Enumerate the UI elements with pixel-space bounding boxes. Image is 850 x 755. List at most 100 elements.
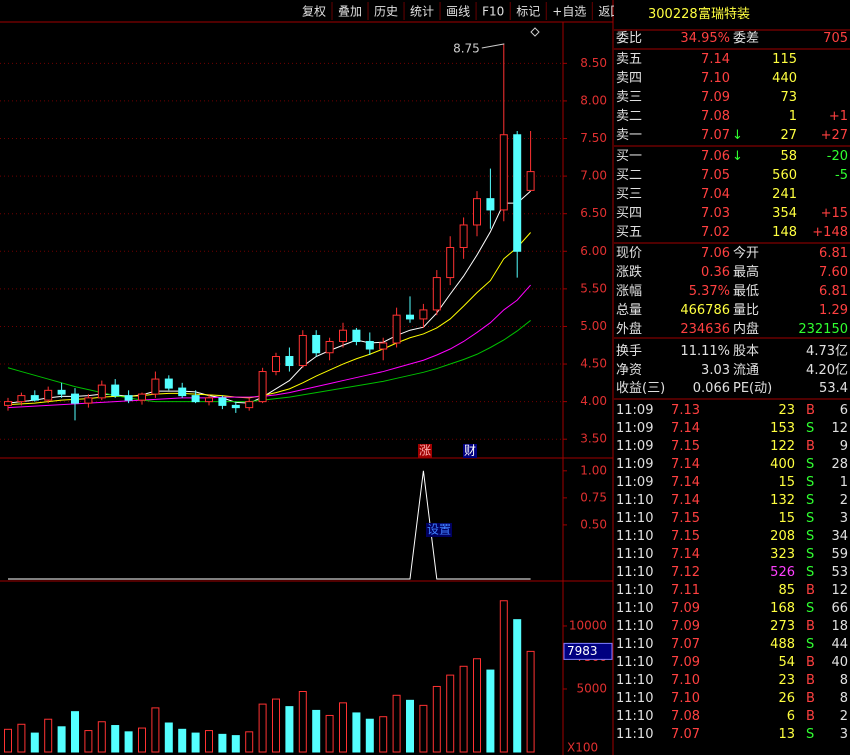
quote-value: 466786: [680, 303, 730, 318]
trade-time: 11:10: [616, 601, 654, 616]
volume-bar: [499, 600, 508, 753]
trade-time: 11:10: [616, 673, 654, 688]
trade-price: 7.10: [671, 673, 700, 688]
toolbar-button[interactable]: 复权: [302, 5, 326, 19]
y-tick-label: 5.50: [580, 281, 607, 295]
trade-count: 8: [839, 673, 848, 688]
volume-bar: [57, 726, 66, 753]
book-volume: 148: [772, 225, 797, 240]
y-tick-label: 4.00: [580, 394, 607, 408]
candle-body: [285, 356, 294, 367]
candle-body: [432, 277, 441, 311]
fund-label: 流通: [733, 362, 760, 378]
candle-body: [312, 334, 321, 354]
candle-body: [164, 378, 173, 389]
indicator-label: 设置: [427, 523, 451, 537]
trade-side: S: [806, 493, 815, 508]
book-label: 买四: [616, 206, 643, 221]
trade-count: 8: [839, 691, 848, 706]
trade-side: S: [806, 511, 815, 526]
book-arrow: ↓: [732, 128, 743, 143]
toolbar-button[interactable]: F10: [482, 5, 504, 19]
trade-time: 11:09: [616, 475, 654, 490]
trade-volume: 132: [770, 493, 795, 508]
toolbar-button[interactable]: 历史: [374, 5, 398, 19]
trade-side: S: [806, 421, 815, 436]
candle-body: [124, 395, 133, 401]
candle-body: [97, 384, 106, 399]
candle-body: [486, 198, 495, 211]
trade-volume: 400: [770, 457, 795, 472]
book-label: 卖一: [616, 128, 643, 143]
trade-price: 7.14: [671, 457, 700, 472]
toolbar-button[interactable]: 标记: [516, 5, 540, 19]
trade-price: 7.09: [671, 655, 700, 670]
volume-bar: [231, 735, 240, 753]
book-volume: 354: [772, 206, 797, 221]
candle-body: [178, 387, 187, 397]
candle-body: [30, 395, 39, 401]
trade-side: B: [806, 673, 815, 688]
fund-value: 3.03: [701, 362, 730, 378]
book-price: 7.07: [701, 128, 730, 143]
value: 705: [823, 31, 848, 46]
trade-volume: 323: [770, 547, 795, 562]
book-change: +148: [812, 225, 848, 240]
volume-bar: [245, 731, 254, 753]
quote-value: 7.06: [701, 246, 730, 261]
candle-body: [111, 384, 120, 397]
candle-body: [17, 395, 26, 403]
candle-body: [446, 247, 455, 279]
book-volume: 27: [780, 128, 797, 143]
book-change: +1: [828, 109, 848, 124]
book-price: 7.10: [701, 71, 730, 86]
indicator-label-bg: [426, 523, 452, 537]
trade-time: 11:10: [616, 709, 654, 724]
trade-side: S: [806, 727, 815, 742]
trade-side: S: [806, 637, 815, 652]
trade-time: 11:10: [616, 493, 654, 508]
book-price: 7.14: [701, 52, 730, 67]
book-label: 卖四: [616, 71, 643, 86]
candle-body: [419, 309, 428, 320]
fund-value: 0.066: [692, 381, 730, 396]
trade-time: 11:10: [616, 565, 654, 580]
quote-value: 6.81: [819, 246, 848, 261]
trade-time: 11:10: [616, 583, 654, 598]
toolbar-button[interactable]: 叠加: [338, 5, 362, 19]
toolbar-button[interactable]: 统计: [410, 5, 434, 19]
marker: 财: [464, 444, 476, 458]
volume-bar: [285, 706, 294, 753]
book-volume: 115: [772, 52, 797, 67]
trade-volume: 26: [778, 691, 795, 706]
volume-bar: [392, 694, 401, 753]
toolbar-button[interactable]: +自选: [552, 5, 586, 19]
indicator-line: [8, 470, 531, 580]
volume-bar: [486, 669, 495, 753]
trade-side: S: [806, 547, 815, 562]
volume-bar: [352, 712, 361, 753]
trade-volume: 488: [770, 637, 795, 652]
volume-bar: [151, 707, 160, 753]
volume-bar: [365, 718, 374, 753]
volume-bar: [164, 722, 173, 753]
trade-count: 34: [831, 529, 848, 544]
trade-count: 9: [839, 439, 848, 454]
quote-label: 总量: [616, 303, 643, 318]
trade-price: 7.13: [671, 403, 700, 418]
annotation-line: [481, 43, 505, 49]
fund-label: 股本: [733, 344, 760, 359]
book-volume: 241: [772, 187, 797, 202]
book-label: 买一: [616, 149, 643, 164]
value: 34.95%: [680, 31, 730, 46]
volume-bar: [191, 732, 200, 753]
candle-body: [245, 401, 254, 409]
y-tick-label: 0.75: [580, 490, 607, 504]
book-label: 买二: [616, 168, 643, 183]
trade-price: 7.14: [671, 493, 700, 508]
quote-label: 内盘: [733, 322, 760, 337]
toolbar-button[interactable]: 画线: [446, 5, 470, 19]
quote-label: 现价: [616, 246, 643, 261]
candle-body: [298, 334, 307, 367]
